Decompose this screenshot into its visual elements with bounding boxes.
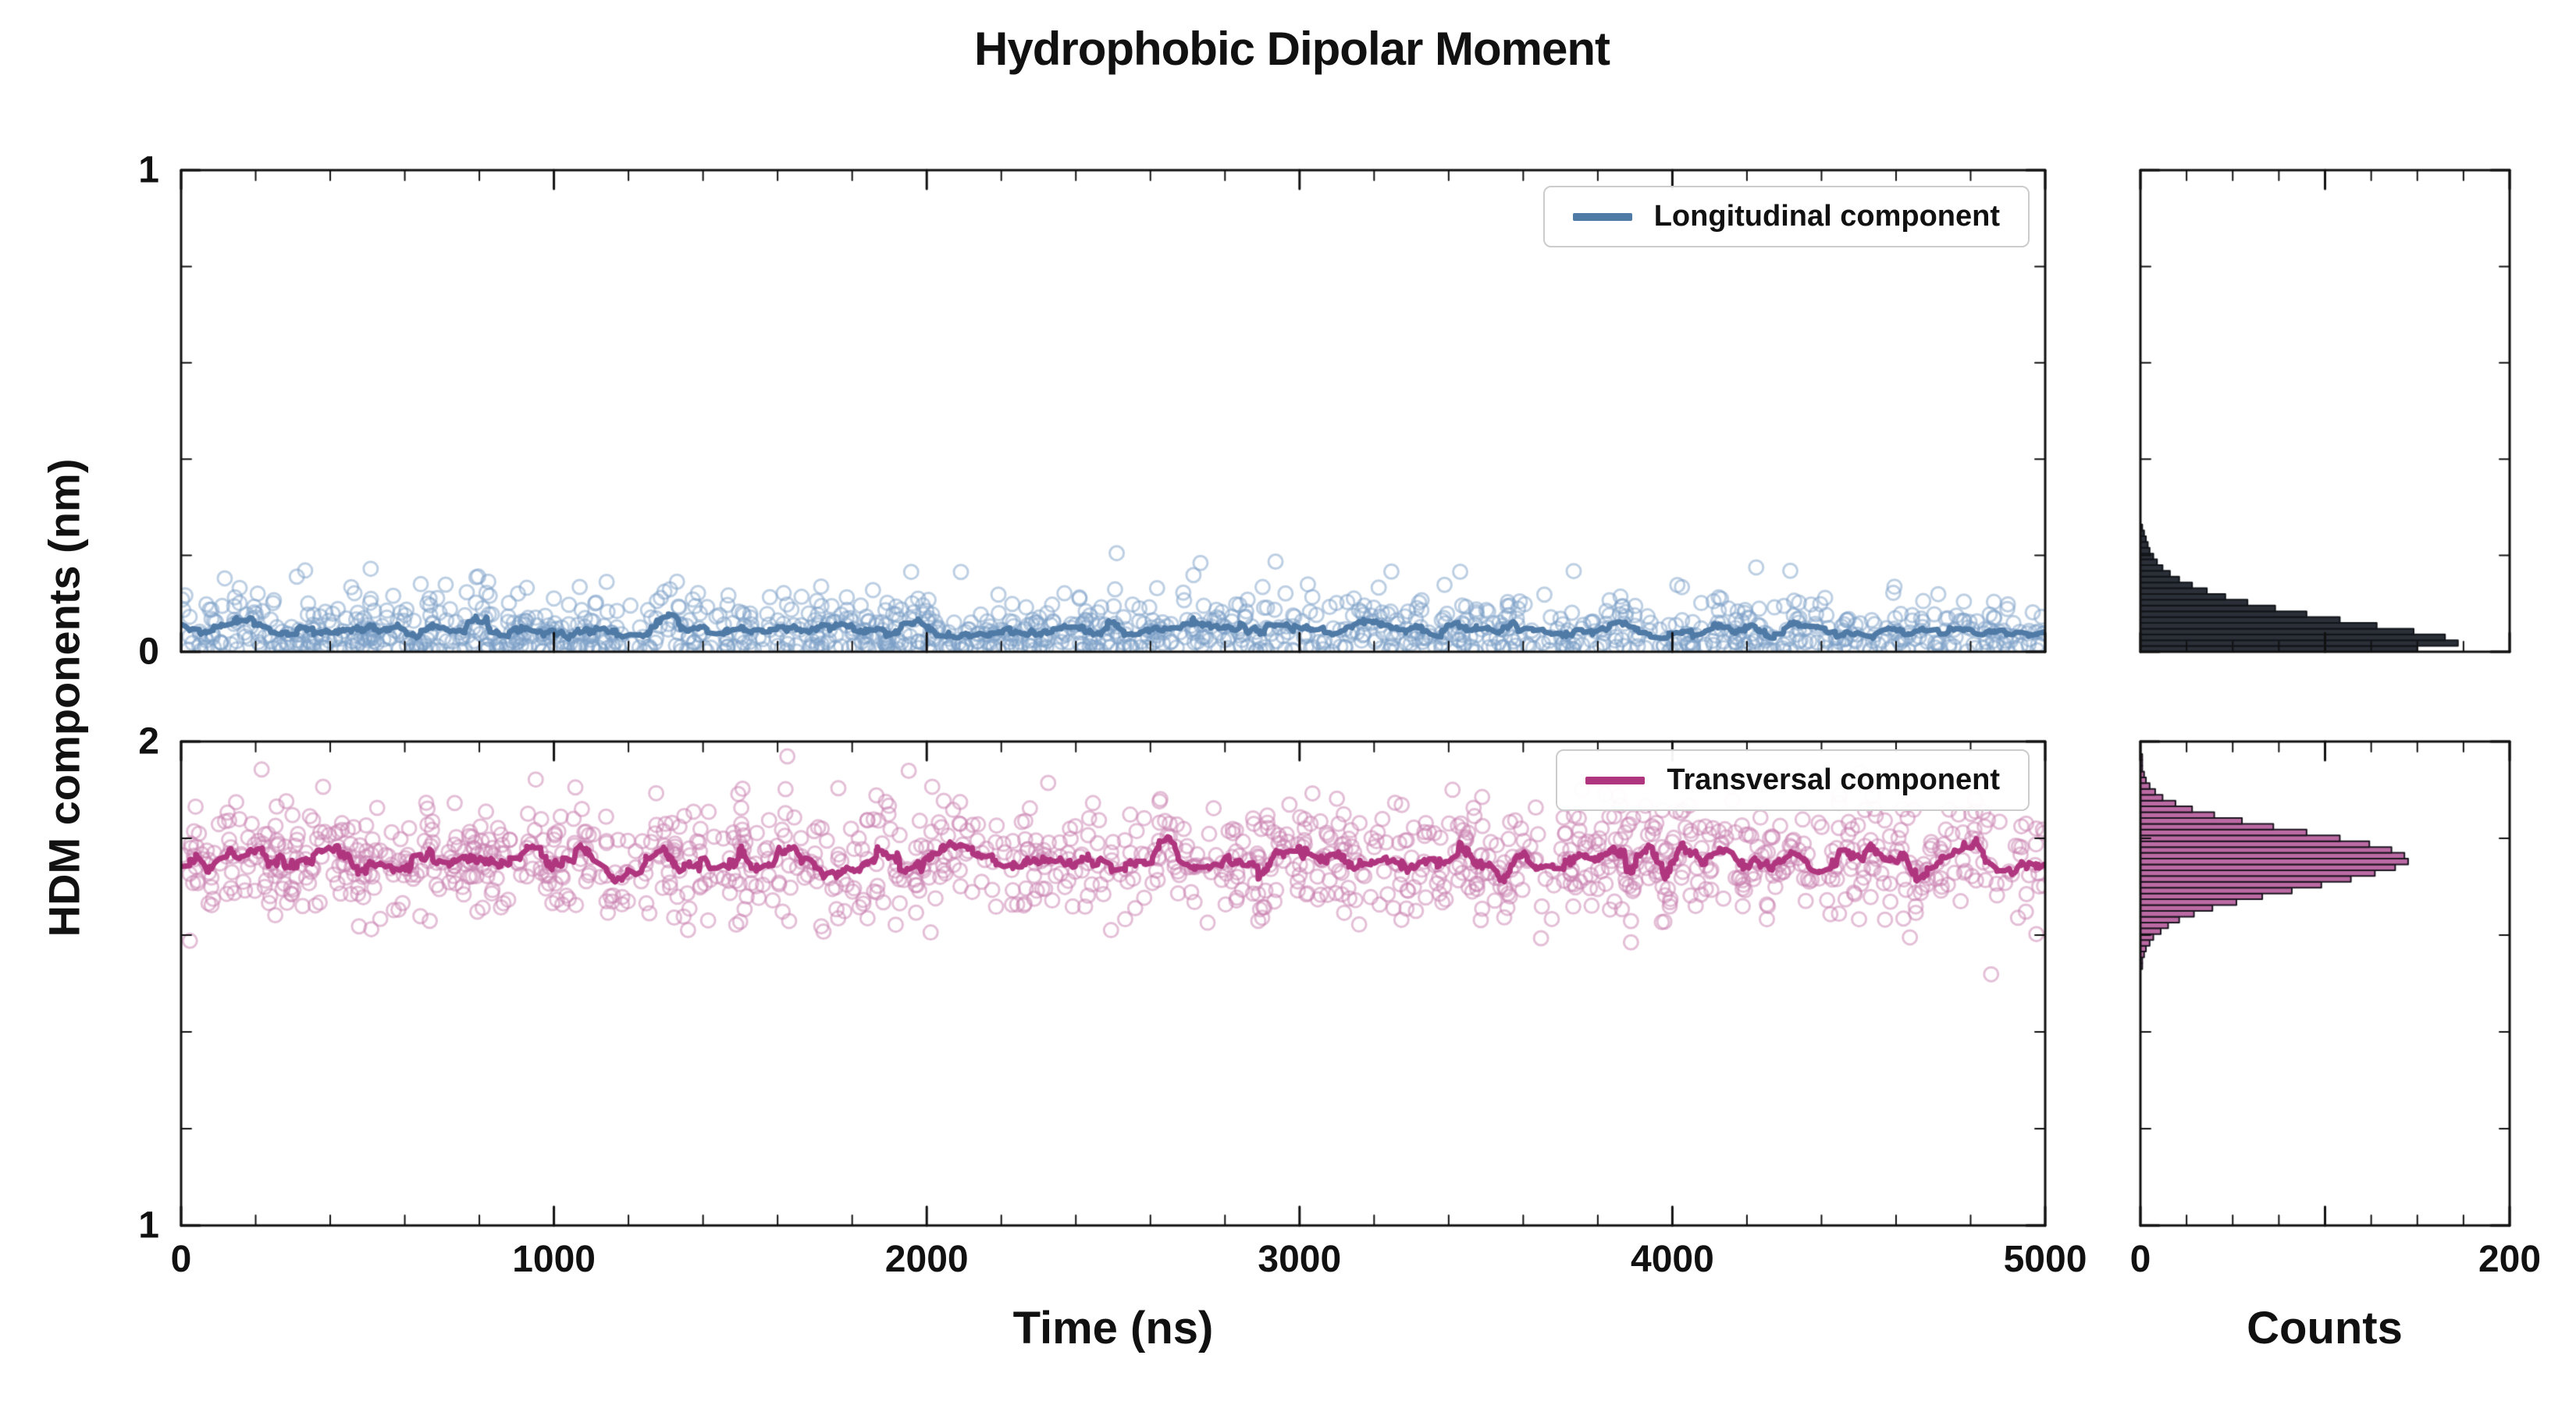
legend-label-transversal: Transversal component xyxy=(1667,763,2000,796)
x-tick-label: 2000 xyxy=(884,1239,969,1280)
x-axis-label: Time (ns) xyxy=(1012,1303,1214,1353)
legend-longitudinal: Longitudinal component xyxy=(1542,186,2030,247)
x-tick-label: 4000 xyxy=(1631,1239,1714,1280)
y-tick-label: 2 xyxy=(138,720,159,763)
y-tick-label: 0 xyxy=(138,631,159,673)
x-tick-label: 3000 xyxy=(1258,1239,1342,1280)
y-axis-label: HDM components (nm) xyxy=(39,458,89,937)
hist-x-tick-label: 200 xyxy=(2478,1239,2542,1280)
x-tick-label: 0 xyxy=(170,1239,192,1280)
legend-label-longitudinal: Longitudinal component xyxy=(1653,200,2000,233)
x-tick-label: 5000 xyxy=(2003,1239,2087,1280)
hist-x-axis-label: Counts xyxy=(2247,1303,2403,1353)
legend-transversal: Transversal component xyxy=(1556,749,2030,811)
legend-line-sample-longitudinal xyxy=(1572,212,1632,221)
y-tick-label: 1 xyxy=(138,1204,159,1247)
y-tick-label: 1 xyxy=(138,149,159,191)
x-tick-label: 1000 xyxy=(512,1239,596,1280)
chart-title: Hydrophobic Dipolar Moment xyxy=(974,23,1610,75)
legend-line-sample-transversal xyxy=(1585,776,1646,784)
hist-x-tick-label: 0 xyxy=(2129,1239,2151,1280)
